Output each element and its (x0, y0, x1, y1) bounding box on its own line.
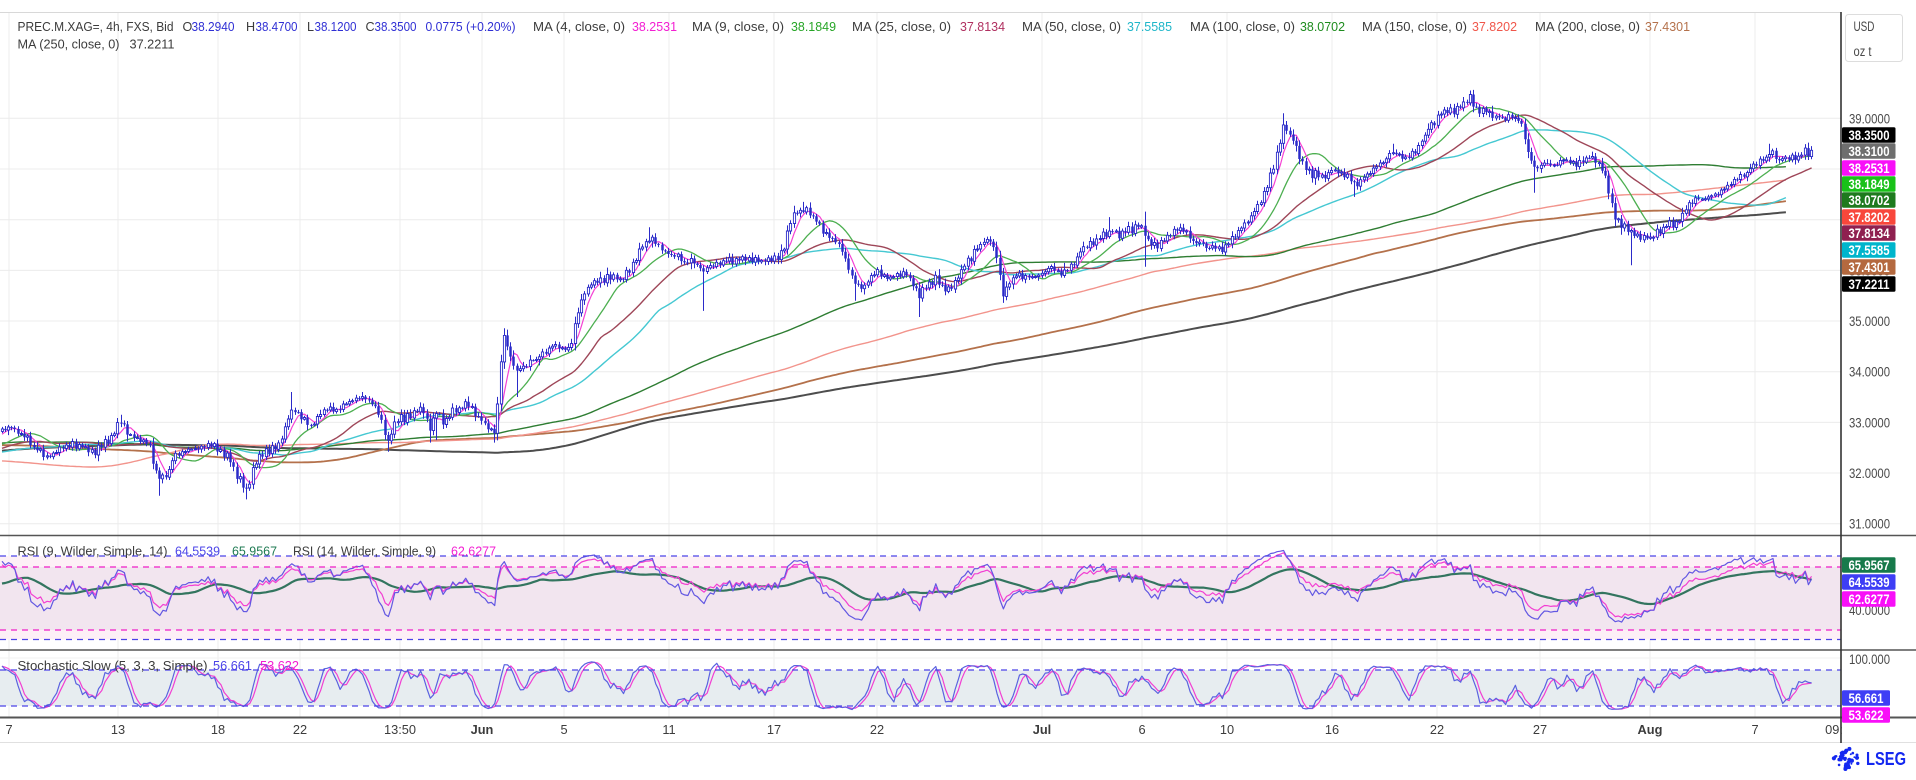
svg-text:13: 13 (111, 722, 125, 737)
svg-text:MA (50, close, 0): MA (50, close, 0) (1022, 20, 1121, 34)
svg-text:MA (100, close, 0): MA (100, close, 0) (1190, 20, 1295, 34)
svg-text:37.2211: 37.2211 (1849, 277, 1890, 292)
svg-text:65.9567: 65.9567 (232, 545, 277, 559)
svg-text:100.000: 100.000 (1849, 652, 1890, 667)
svg-text:13:50: 13:50 (384, 722, 416, 737)
svg-text:Jul: Jul (1033, 722, 1052, 737)
svg-text:16: 16 (1325, 722, 1339, 737)
svg-text:56.661: 56.661 (1849, 691, 1884, 706)
svg-text:38.1849: 38.1849 (1849, 177, 1890, 192)
svg-text:USD: USD (1854, 19, 1875, 34)
svg-text:38.3100: 38.3100 (1849, 144, 1890, 159)
svg-text:C: C (366, 20, 375, 34)
svg-text:Aug: Aug (1638, 722, 1663, 737)
svg-text:6: 6 (1138, 722, 1145, 737)
svg-text:oz t: oz t (1854, 44, 1872, 59)
svg-text:64.5539: 64.5539 (1849, 575, 1890, 590)
svg-text:L: L (307, 20, 314, 34)
svg-text:11: 11 (662, 722, 675, 737)
svg-text:38.1200: 38.1200 (315, 20, 357, 34)
svg-text:37.2211: 37.2211 (130, 38, 175, 52)
svg-text:18: 18 (211, 722, 225, 737)
svg-text:LSEG: LSEG (1866, 748, 1906, 769)
svg-text:38.3500: 38.3500 (375, 20, 417, 34)
svg-text:H: H (246, 20, 255, 34)
svg-text:7: 7 (5, 722, 12, 737)
svg-text:Stochastic Slow (5, 3, 3, Simp: Stochastic Slow (5, 3, 3, Simple) (18, 659, 208, 673)
svg-text:MA (9, close, 0): MA (9, close, 0) (692, 20, 784, 34)
svg-text:37.8134: 37.8134 (1849, 226, 1890, 241)
svg-text:62.6277: 62.6277 (451, 545, 496, 559)
svg-text:32.0000: 32.0000 (1849, 466, 1890, 481)
svg-text:38.0702: 38.0702 (1849, 193, 1890, 208)
svg-text:37.4301: 37.4301 (1849, 260, 1890, 275)
svg-text:37.4301: 37.4301 (1645, 20, 1690, 34)
svg-text:38.4700: 38.4700 (256, 20, 298, 34)
svg-text:38.2531: 38.2531 (632, 20, 677, 34)
svg-text:10: 10 (1220, 722, 1234, 737)
svg-text:RSI (9, Wilder, Simple, 14): RSI (9, Wilder, Simple, 14) (18, 545, 168, 559)
svg-text:MA (150, close, 0): MA (150, close, 0) (1362, 20, 1467, 34)
svg-text:27: 27 (1533, 722, 1547, 737)
svg-text:PREC.M.XAG=, 4h, FXS, Bid: PREC.M.XAG=, 4h, FXS, Bid (18, 20, 174, 34)
svg-text:35.0000: 35.0000 (1849, 314, 1890, 329)
svg-text:56.661: 56.661 (213, 659, 252, 673)
svg-text:Jun: Jun (471, 722, 494, 737)
svg-text:38.2531: 38.2531 (1849, 161, 1890, 176)
svg-text:53.622: 53.622 (1849, 708, 1884, 723)
svg-text:0.0775 (+0.20%): 0.0775 (+0.20%) (426, 20, 516, 34)
svg-text:65.9567: 65.9567 (1849, 558, 1890, 573)
svg-text:O: O (183, 20, 193, 34)
svg-text:22: 22 (1430, 722, 1444, 737)
svg-text:38.1849: 38.1849 (791, 20, 836, 34)
svg-text:33.0000: 33.0000 (1849, 415, 1890, 430)
svg-text:37.8202: 37.8202 (1472, 20, 1517, 34)
svg-text:38.0702: 38.0702 (1300, 20, 1345, 34)
svg-text:64.5539: 64.5539 (175, 545, 220, 559)
svg-text:MA (25, close, 0): MA (25, close, 0) (852, 20, 951, 34)
svg-text:37.5585: 37.5585 (1849, 243, 1890, 258)
svg-text:MA (4, close, 0): MA (4, close, 0) (533, 20, 625, 34)
svg-text:RSI (14, Wilder, Simple, 9): RSI (14, Wilder, Simple, 9) (293, 545, 436, 559)
svg-text:53.622: 53.622 (260, 659, 299, 673)
svg-text:39.0000: 39.0000 (1849, 111, 1890, 126)
svg-text:MA (200, close, 0): MA (200, close, 0) (1535, 20, 1640, 34)
svg-text:MA (250, close, 0): MA (250, close, 0) (18, 38, 120, 52)
svg-text:17: 17 (767, 722, 781, 737)
svg-text:5: 5 (560, 722, 567, 737)
svg-text:37.5585: 37.5585 (1127, 20, 1172, 34)
svg-text:38.3500: 38.3500 (1849, 128, 1890, 143)
svg-text:31.0000: 31.0000 (1849, 517, 1890, 532)
svg-text:34.0000: 34.0000 (1849, 365, 1890, 380)
svg-text:09:: 09: (1825, 722, 1843, 737)
svg-text:37.8134: 37.8134 (960, 20, 1005, 34)
svg-text:38.2940: 38.2940 (192, 20, 235, 34)
svg-text:62.6277: 62.6277 (1849, 592, 1890, 607)
svg-text:37.8202: 37.8202 (1849, 210, 1890, 225)
svg-text:22: 22 (293, 722, 307, 737)
svg-text:22: 22 (870, 722, 884, 737)
svg-text:7: 7 (1751, 722, 1758, 737)
